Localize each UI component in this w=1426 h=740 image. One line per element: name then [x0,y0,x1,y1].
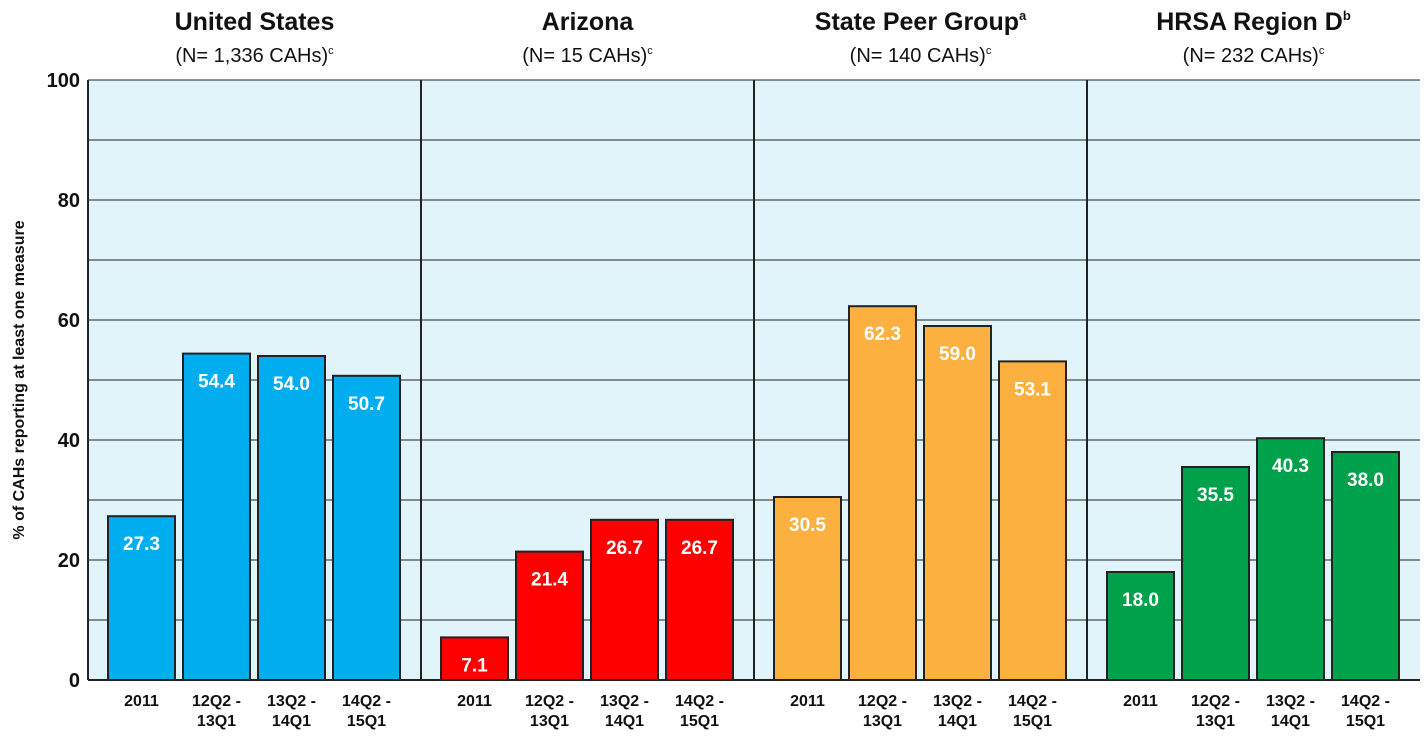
value-label: 59.0 [939,344,976,365]
bar [998,360,1067,681]
bar [257,355,326,681]
bar [440,636,509,682]
panel-subtitle-text: (N= 15 CAHs) [522,45,647,67]
value-label: 40.3 [1272,456,1309,477]
bar [1106,571,1175,681]
panel-title-text: HRSA Region D [1156,8,1343,36]
panel-title-text: United States [175,8,335,36]
value-label: 26.7 [681,538,718,559]
value-label: 54.4 [198,372,235,393]
panel-subtitle-note: c [328,45,334,57]
panel-subtitle-text: (N= 232 CAHs) [1183,45,1319,67]
value-label: 62.3 [864,324,901,345]
bar [590,518,659,681]
x-tick-label: 12Q2 - 13Q1 [858,693,907,730]
x-tick-label: 14Q2 - 15Q1 [1341,693,1390,730]
bar [107,515,176,682]
panel-title: HRSA Region Db [1156,8,1351,36]
panel-title: State Peer Groupa [815,8,1027,36]
x-tick-label: 13Q2 - 14Q1 [1266,693,1315,730]
x-tick-label: 2011 [1123,693,1158,710]
value-label: 30.5 [789,515,826,536]
x-tick-label: 14Q2 - 15Q1 [675,693,724,730]
x-tick-label: 13Q2 - 14Q1 [933,693,982,730]
panel-subtitle-note: c [1319,45,1325,57]
bar [515,550,584,681]
x-tick-label: 2011 [790,693,825,710]
bar [773,496,842,681]
bar [332,374,401,681]
panel-title-note: b [1343,8,1351,23]
y-tick-label: 40 [58,430,80,452]
panel-subtitle: (N= 1,336 CAHs)c [175,45,334,67]
x-tick-label: 14Q2 - 15Q1 [342,693,391,730]
panel-title-text: Arizona [542,8,635,36]
value-label: 53.1 [1014,379,1051,400]
x-tick-label: 12Q2 - 13Q1 [1191,693,1240,730]
value-label: 50.7 [348,394,385,415]
bar [182,352,251,681]
panel-title-note: a [1019,8,1027,23]
x-tick-label: 2011 [457,693,492,710]
y-tick-label: 60 [58,310,80,332]
value-label: 7.1 [461,655,488,676]
panel-title: Arizona [542,8,635,36]
panel-subtitle-text: (N= 140 CAHs) [850,45,986,67]
x-tick-label: 14Q2 - 15Q1 [1008,693,1057,730]
panel-subtitle-note: c [986,45,992,57]
panel-title-text: State Peer Group [815,8,1019,36]
value-label: 38.0 [1347,470,1384,491]
bar [1256,437,1325,682]
x-tick-label: 2011 [124,693,159,710]
x-tick-label: 13Q2 - 14Q1 [600,693,649,730]
value-label: 35.5 [1197,485,1234,506]
value-label: 27.3 [123,534,160,555]
y-tick-label: 100 [47,70,80,92]
x-tick-label: 12Q2 - 13Q1 [525,693,574,730]
x-tick-label: 12Q2 - 13Q1 [192,693,241,730]
panel-subtitle-note: c [647,45,653,57]
y-tick-label: 20 [58,550,80,572]
bar [848,305,917,681]
panel-subtitle: (N= 140 CAHs)c [850,45,992,67]
bar [1331,451,1400,681]
panel-title: United States [175,8,335,36]
value-label: 21.4 [531,570,568,591]
bar [923,325,992,681]
y-tick-label: 0 [69,670,80,692]
y-tick-label: 80 [58,190,80,212]
y-axis-label: % of CAHs reporting at least one measure [11,220,28,539]
panel-subtitle: (N= 232 CAHs)c [1183,45,1325,67]
value-label: 26.7 [606,538,643,559]
bar [1181,466,1250,681]
value-label: 18.0 [1122,590,1159,611]
value-label: 54.0 [273,374,310,395]
x-tick-label: 13Q2 - 14Q1 [267,693,316,730]
panel-subtitle-text: (N= 1,336 CAHs) [175,45,328,67]
panel-subtitle: (N= 15 CAHs)c [522,45,653,67]
